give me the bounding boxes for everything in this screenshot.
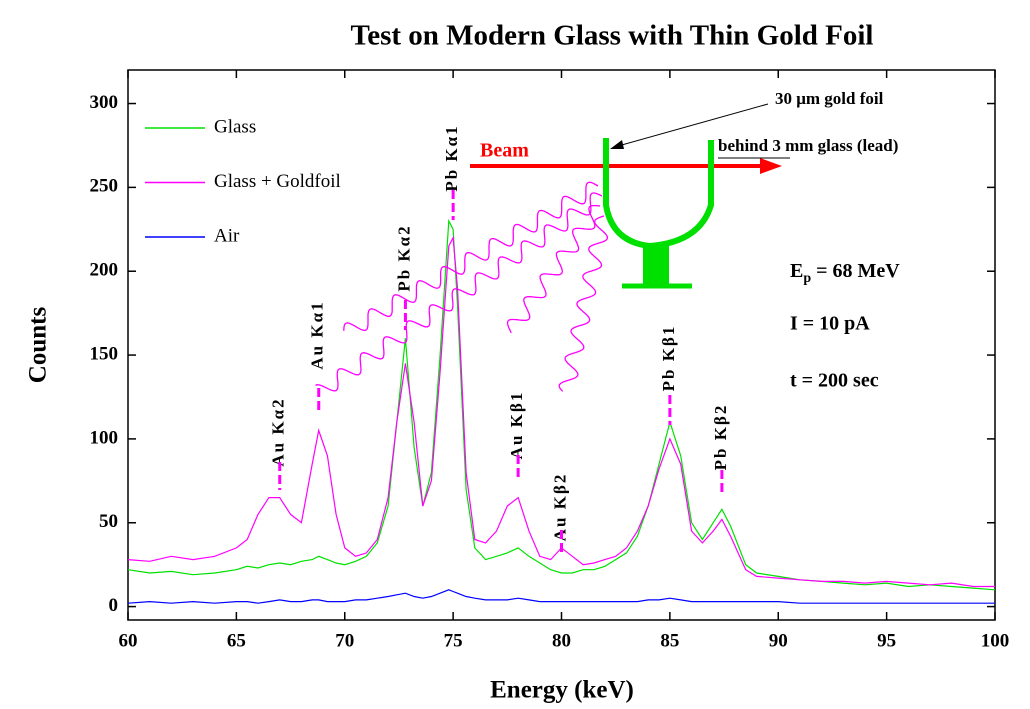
peak-label: Pb Kα2 xyxy=(394,224,413,291)
x-tick-label: 80 xyxy=(552,630,571,651)
peak-label: Au Kα2 xyxy=(269,397,288,466)
y-tick-label: 300 xyxy=(90,92,119,113)
y-tick-label: 250 xyxy=(90,176,119,197)
x-ray-wave xyxy=(315,192,603,392)
peak-label: Pb Kα1 xyxy=(442,124,461,191)
energy-value: = 68 MeV xyxy=(811,260,900,282)
y-axis-title: Counts xyxy=(25,307,52,384)
glass-label-underlined: behind xyxy=(718,136,769,155)
setup-diagram xyxy=(315,103,790,392)
x-tick-label: 60 xyxy=(119,630,138,651)
x-ray-wave xyxy=(506,204,601,334)
x-tick-label: 65 xyxy=(227,630,246,651)
beam-arrowhead xyxy=(760,158,782,174)
x-tick-label: 95 xyxy=(877,630,896,651)
y-tick-label: 0 xyxy=(109,595,119,616)
series-line xyxy=(127,218,996,591)
foil-pointer-head xyxy=(610,140,624,149)
peak-label: Pb Kβ2 xyxy=(711,404,730,471)
legend-label: Glass + Goldfoil xyxy=(214,171,341,192)
holder-stand xyxy=(643,244,669,284)
x-ray-waves xyxy=(315,181,609,392)
x-ray-wave xyxy=(558,215,609,392)
energy-symbol: E xyxy=(790,260,803,282)
chart-title: Test on Modern Glass with Thin Gold Foil xyxy=(351,20,874,52)
foil-label: 30 μm gold foil xyxy=(775,89,884,108)
peak-label: Au Kα1 xyxy=(308,300,327,369)
peak-label: Pb Kβ1 xyxy=(659,325,678,392)
x-tick-label: 90 xyxy=(769,630,788,651)
y-tick-label: 50 xyxy=(99,511,118,532)
time-param: t = 200 sec xyxy=(790,370,879,392)
series-line xyxy=(127,235,995,588)
y-tick-label: 150 xyxy=(90,343,119,364)
x-tick-label: 85 xyxy=(660,630,679,651)
y-tick-label: 200 xyxy=(90,260,119,281)
x-tick-label: 100 xyxy=(981,630,1010,651)
current-param: I = 10 pA xyxy=(790,313,870,335)
peak-label: Au Kβ1 xyxy=(507,391,526,460)
y-tick-label: 100 xyxy=(90,427,119,448)
target-holder xyxy=(603,138,714,250)
legend-label: Glass xyxy=(214,116,256,137)
beam-label: Beam xyxy=(480,140,529,162)
x-ray-wave xyxy=(343,181,599,332)
x-axis-title: Energy (keV) xyxy=(490,677,634,704)
legend-label: Air xyxy=(214,225,240,246)
x-tick-label: 70 xyxy=(335,630,354,651)
energy-subscript: p xyxy=(803,271,811,286)
series-line xyxy=(127,589,995,604)
peak-label: Au Kβ2 xyxy=(550,473,569,542)
glass-label-rest: 3 mm glass (lead) xyxy=(768,136,898,155)
glass-label: behind 3 mm glass (lead) xyxy=(718,136,898,155)
energy-param: Ep = 68 MeV xyxy=(790,260,900,287)
foil-pointer xyxy=(617,103,769,147)
x-tick-label: 75 xyxy=(444,630,463,651)
